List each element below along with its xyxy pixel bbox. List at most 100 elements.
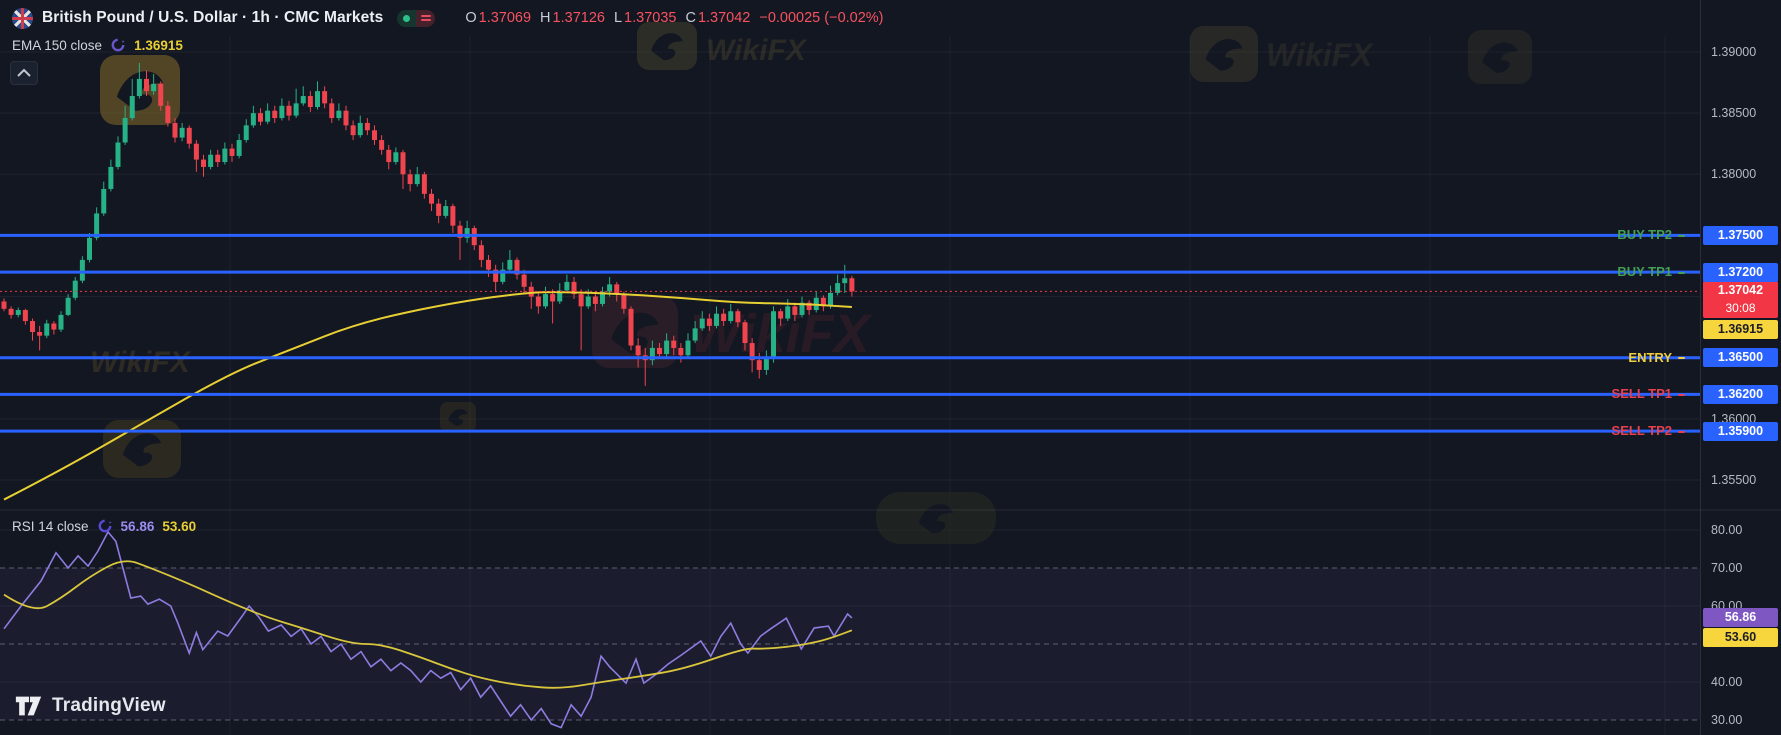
candle [521, 274, 527, 287]
low-value: 1.37035 [624, 10, 677, 26]
candle [236, 140, 242, 156]
candle [849, 278, 855, 292]
candle [343, 110, 349, 126]
candle [307, 96, 313, 108]
wikifx-text-watermark: WikiFX [90, 346, 192, 379]
candle [756, 360, 762, 370]
candle [193, 143, 199, 160]
open-label: O [465, 10, 477, 26]
collapse-pane-button[interactable] [10, 61, 38, 85]
candle [101, 188, 107, 214]
ema-legend-label[interactable]: EMA 150 close [12, 37, 103, 53]
candle [165, 105, 171, 123]
ema-value-label: 1.36915 [1703, 320, 1778, 340]
rsi-line[interactable] [3, 530, 853, 729]
candle [65, 297, 71, 315]
candle [421, 174, 427, 194]
price-axis-label: 1.35500 [1711, 473, 1757, 487]
candle [763, 357, 769, 370]
candle [229, 148, 235, 156]
candle [172, 122, 178, 138]
level-label-buy-tp1[interactable]: BUY TP1 [1405, 262, 1685, 282]
level-label-sell-tp2[interactable]: SELL TP2 [1405, 421, 1685, 441]
candle [685, 340, 691, 356]
candle [493, 269, 499, 282]
candle [450, 206, 456, 226]
candle [443, 206, 449, 216]
price-axis-label: 1.39000 [1711, 45, 1757, 59]
candle [664, 340, 670, 355]
candle [600, 291, 605, 304]
candle [215, 154, 221, 163]
candle [144, 78, 149, 92]
wikifx-eagle-watermark [440, 402, 476, 432]
close-value: 1.37042 [697, 10, 751, 26]
candle [136, 78, 142, 97]
candle [806, 302, 812, 311]
candle [557, 290, 563, 302]
candle [44, 323, 50, 336]
candle [336, 110, 342, 119]
candle [564, 281, 570, 291]
candle [379, 140, 385, 150]
candle [37, 332, 43, 336]
market-status-toggle[interactable] [397, 9, 436, 27]
candle [179, 127, 185, 138]
level-label-dash [1678, 234, 1685, 237]
candle [628, 308, 634, 346]
candle [714, 313, 719, 326]
level-price-box-sell-tp1[interactable]: 1.36200 [1703, 384, 1778, 404]
candle [464, 228, 470, 238]
chevron-up-icon [17, 68, 31, 77]
wikifx-eagle-watermark [876, 492, 996, 544]
price-axis-label: 1.38000 [1711, 167, 1757, 182]
level-label-buy-tp2[interactable]: BUY TP2 [1405, 225, 1685, 245]
candle [272, 110, 278, 119]
ema-150-line[interactable] [3, 291, 852, 501]
candle [678, 347, 684, 356]
candle [329, 103, 335, 119]
candle [550, 294, 556, 302]
candle [414, 174, 420, 185]
candle [151, 83, 157, 92]
candle [122, 118, 128, 143]
candle [592, 296, 598, 304]
candle [72, 280, 78, 298]
rsi-indicator-legend[interactable]: RSI 14 close 56.86 53.60 [12, 518, 196, 534]
candle [58, 314, 64, 330]
level-price-box-buy-tp1[interactable]: 1.37200 [1703, 262, 1778, 282]
level-price-box-buy-tp2[interactable]: 1.37500 [1703, 225, 1778, 245]
candle [543, 294, 548, 307]
candle [614, 284, 620, 295]
candle [300, 96, 306, 104]
candle [578, 294, 584, 307]
tradingview-logo[interactable]: TradingView [14, 693, 166, 719]
level-label-dash [1678, 357, 1685, 360]
candle [842, 278, 848, 284]
level-label-entry[interactable]: ENTRY [1405, 348, 1685, 368]
level-price-box-sell-tp2[interactable]: 1.35900 [1703, 421, 1778, 441]
level-price-box-entry[interactable]: 1.36500 [1703, 348, 1778, 368]
tradingview-mark-icon [15, 696, 42, 716]
candle [457, 225, 463, 238]
rsi-legend-value: 56.86 [120, 518, 155, 534]
level-label-sell-tp1[interactable]: SELL TP1 [1405, 384, 1685, 404]
bar-countdown: 30:08 [1725, 301, 1756, 316]
rsi-legend-label[interactable]: RSI 14 close [12, 518, 89, 534]
candle [87, 237, 92, 260]
symbol-title[interactable]: British Pound / U.S. Dollar · 1h · CMC M… [42, 9, 384, 26]
candle [799, 302, 805, 315]
candle [208, 154, 214, 167]
ema-indicator-legend[interactable]: EMA 150 close 1.36915 [12, 37, 183, 53]
market-open-indicator [397, 9, 417, 27]
rsi-ma-line[interactable] [3, 560, 853, 689]
candle [621, 294, 627, 309]
loading-spinner-icon [98, 519, 112, 533]
wikifx-eagle-watermark [1190, 26, 1258, 82]
gbpusd-flag-icon [12, 7, 33, 29]
candle [699, 318, 705, 329]
candle [671, 340, 677, 348]
level-label-dash [1678, 430, 1685, 433]
